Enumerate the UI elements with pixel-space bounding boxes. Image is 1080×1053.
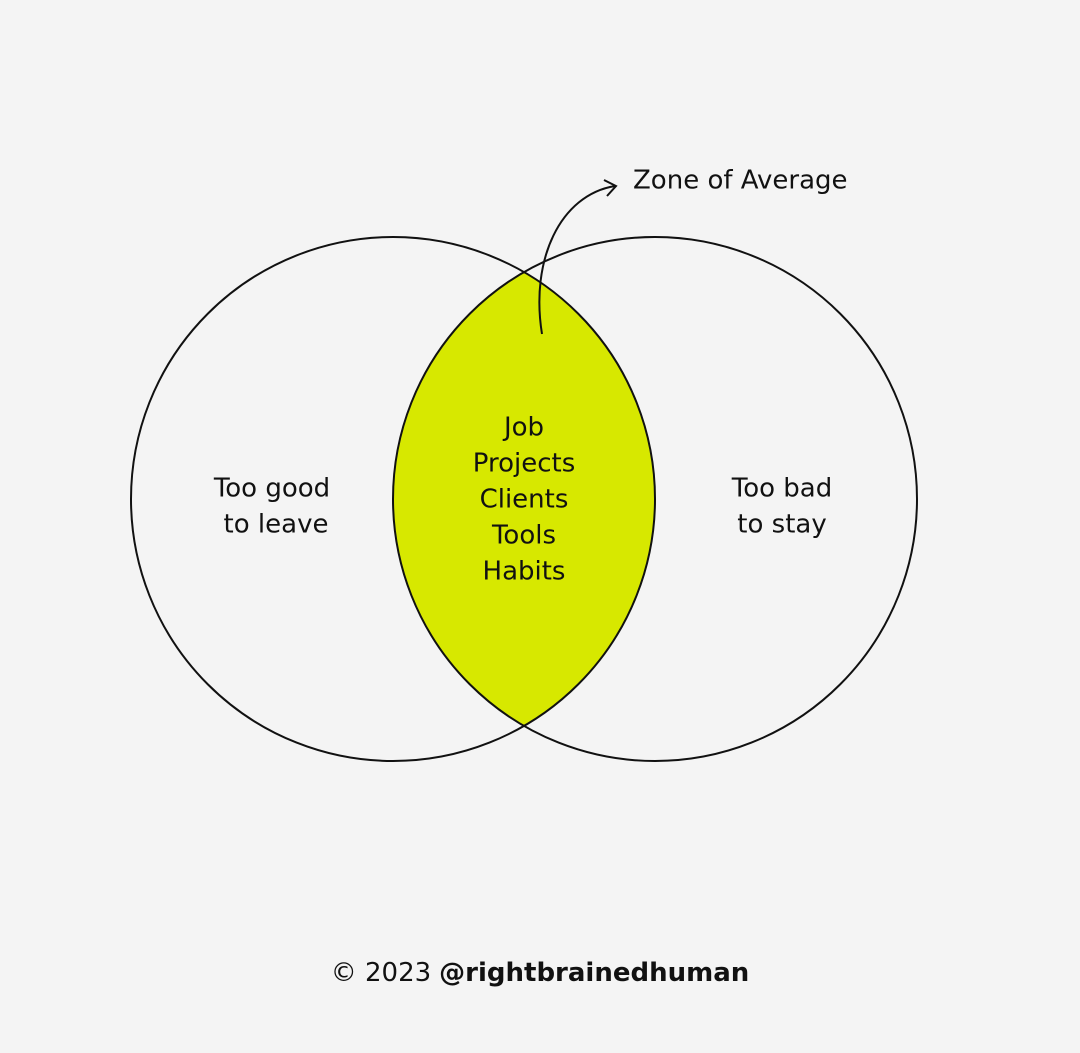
- right-circle: [392, 236, 918, 762]
- handle: @rightbrainedhuman: [439, 958, 750, 988]
- zone-label: Zone of Average: [633, 166, 848, 196]
- left-label: to leave: [224, 510, 329, 540]
- right-label: to stay: [737, 510, 826, 540]
- copyright: © 2023: [330, 958, 432, 988]
- overlap-item: Tools: [491, 521, 556, 551]
- overlap-item: Job: [502, 413, 544, 443]
- overlap-item: Projects: [473, 449, 576, 479]
- pointer-arrow: [538, 185, 616, 335]
- footer: © 2023 @rightbrainedhuman: [0, 958, 1080, 988]
- right-label: Too bad: [731, 474, 832, 504]
- arrow-head: [603, 179, 618, 197]
- left-circle: [130, 236, 656, 762]
- overlap-item: Clients: [480, 485, 569, 515]
- overlap-item: Habits: [483, 557, 566, 587]
- overlap-area: [392, 272, 656, 726]
- left-label: Too good: [213, 474, 330, 504]
